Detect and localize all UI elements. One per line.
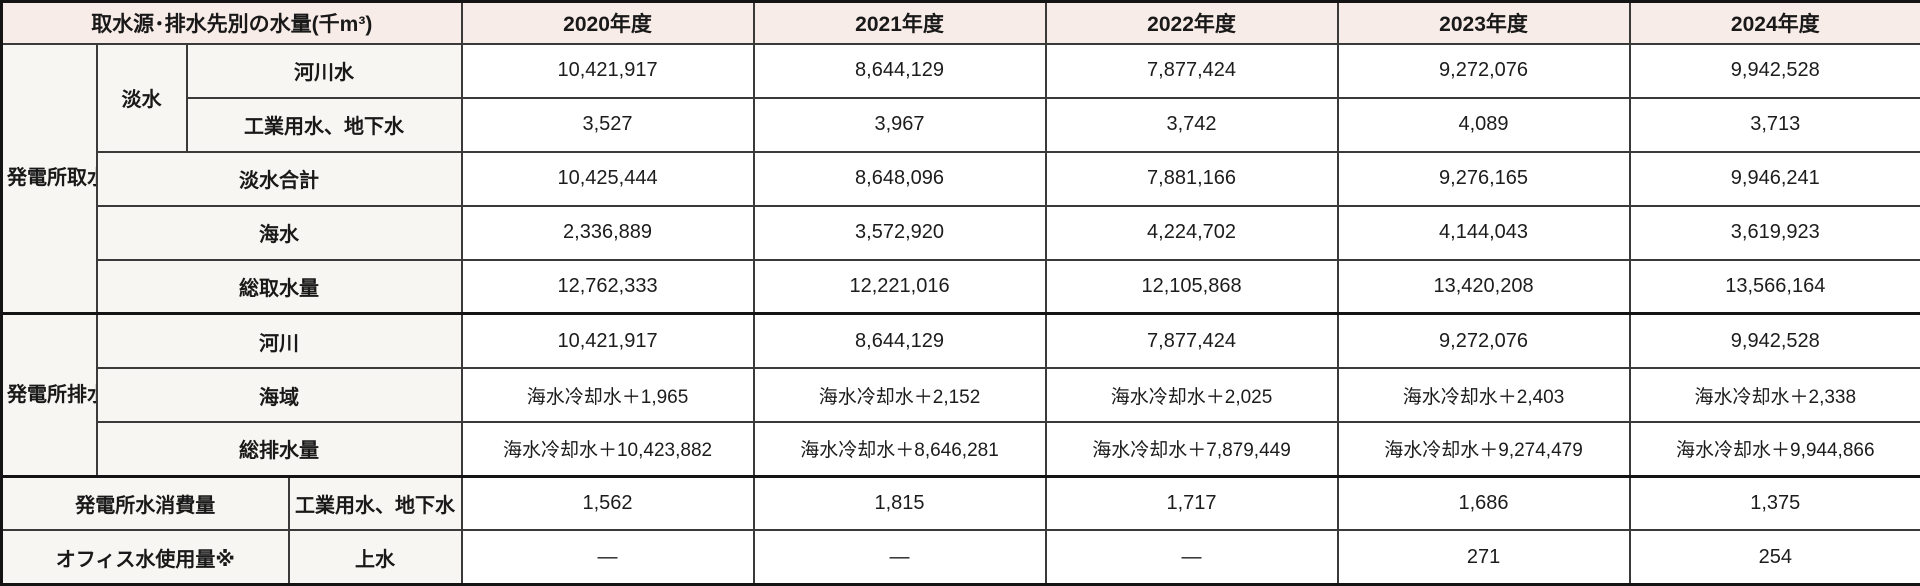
row-label-sea-area: 海域 [95,367,463,424]
data-cell: 12,105,868 [1044,258,1339,315]
data-cell: 8,648,096 [752,150,1047,207]
header-row: 取水源･排水先別の水量(千m³) 2020年度 2021年度 2022年度 20… [0,0,1920,45]
sub-label-freshwater: 淡水 [95,42,188,153]
row-label-river-water: 河川水 [185,42,463,99]
data-cell: 1,717 [1044,474,1339,532]
row-sublabel-industrial-groundwater: 工業用水、地下水 [287,474,463,532]
data-cell: 7,877,424 [1044,42,1339,99]
data-cell: 海水冷却水＋9,274,479 [1336,421,1631,478]
data-cell: 10,425,444 [460,150,755,207]
year-header-2020: 2020年度 [460,0,755,45]
data-cell: 254 [1628,529,1920,586]
table-row: 発電所水消費量 工業用水、地下水 1,562 1,815 1,717 1,686… [0,474,1920,532]
data-cell: 海水冷却水＋10,423,882 [460,421,755,478]
data-cell: 10,421,917 [460,312,755,370]
data-cell: 1,686 [1336,474,1631,532]
row-label-industrial-groundwater: 工業用水、地下水 [185,96,463,153]
row-label-plant-water-consumption: 発電所水消費量 [0,474,290,532]
row-label-office-water-usage: オフィス水使用量※ [0,529,290,586]
row-label-river: 河川 [95,312,463,370]
data-cell: 12,762,333 [460,258,755,315]
row-label-total-intake: 総取水量 [95,258,463,315]
data-cell: 1,375 [1628,474,1920,532]
table-row: オフィス水使用量※ 上水 ― ― ― 271 254 [0,529,1920,586]
data-cell: ― [1044,529,1339,586]
group-label-plant-intake: 発電所取水 [0,42,98,315]
table-row: 工業用水、地下水 3,527 3,967 3,742 4,089 3,713 [2,96,1920,153]
data-cell: 2,336,889 [460,204,755,261]
year-header-2021: 2021年度 [752,0,1047,45]
table-row: 総取水量 12,762,333 12,221,016 12,105,868 13… [2,258,1920,315]
data-cell: 1,562 [460,474,755,532]
data-cell: 3,572,920 [752,204,1047,261]
data-cell: 8,644,129 [752,42,1047,99]
data-cell: ― [752,529,1047,586]
data-cell: 1,815 [752,474,1047,532]
data-cell: 海水冷却水＋2,338 [1628,367,1920,424]
data-cell: 海水冷却水＋8,646,281 [752,421,1047,478]
table-row: 淡水合計 10,425,444 8,648,096 7,881,166 9,27… [2,150,1920,207]
table-row: 海水 2,336,889 3,572,920 4,224,702 4,144,0… [2,204,1920,261]
year-header-2022: 2022年度 [1044,0,1339,45]
data-cell: 9,942,528 [1628,312,1920,370]
data-cell: 海水冷却水＋7,879,449 [1044,421,1339,478]
data-cell: 3,742 [1044,96,1339,153]
row-sublabel-tap-water: 上水 [287,529,463,586]
data-cell: 10,421,917 [460,42,755,99]
year-header-2024: 2024年度 [1628,0,1920,45]
row-label-freshwater-total: 淡水合計 [95,150,463,207]
table-row: 海域 海水冷却水＋1,965 海水冷却水＋2,152 海水冷却水＋2,025 海… [2,367,1920,424]
data-cell: 海水冷却水＋2,152 [752,367,1047,424]
table-title: 取水源･排水先別の水量(千m³) [0,0,463,45]
data-cell: 8,644,129 [752,312,1047,370]
table-row: 総排水量 海水冷却水＋10,423,882 海水冷却水＋8,646,281 海水… [2,421,1920,478]
data-cell: 9,276,165 [1336,150,1631,207]
data-cell: 9,272,076 [1336,42,1631,99]
data-cell: 4,144,043 [1336,204,1631,261]
data-cell: 3,619,923 [1628,204,1920,261]
table-row: 発電所排水 河川 10,421,917 8,644,129 7,877,424 … [0,312,1920,478]
year-header-2023: 2023年度 [1336,0,1631,45]
data-cell: 海水冷却水＋1,965 [460,367,755,424]
data-cell: 12,221,016 [752,258,1047,315]
data-cell: 7,877,424 [1044,312,1339,370]
data-cell: 4,089 [1336,96,1631,153]
data-cell: 海水冷却水＋9,944,866 [1628,421,1920,478]
table-row: 発電所取水 淡水 河川水 10,421,917 8,644,129 7,877,… [0,42,1920,315]
data-cell: 9,942,528 [1628,42,1920,99]
data-cell: 7,881,166 [1044,150,1339,207]
data-cell: 海水冷却水＋2,403 [1336,367,1631,424]
data-cell: 9,272,076 [1336,312,1631,370]
data-cell: 3,527 [460,96,755,153]
data-cell: 海水冷却水＋2,025 [1044,367,1339,424]
row-label-seawater: 海水 [95,204,463,261]
data-cell: 3,713 [1628,96,1920,153]
data-cell: 3,967 [752,96,1047,153]
group-label-plant-discharge: 発電所排水 [0,312,98,478]
data-cell: 13,566,164 [1628,258,1920,315]
data-cell: 13,420,208 [1336,258,1631,315]
data-cell: ― [460,529,755,586]
row-label-total-discharge: 総排水量 [95,421,463,478]
data-cell: 4,224,702 [1044,204,1339,261]
data-cell: 9,946,241 [1628,150,1920,207]
data-cell: 271 [1336,529,1631,586]
